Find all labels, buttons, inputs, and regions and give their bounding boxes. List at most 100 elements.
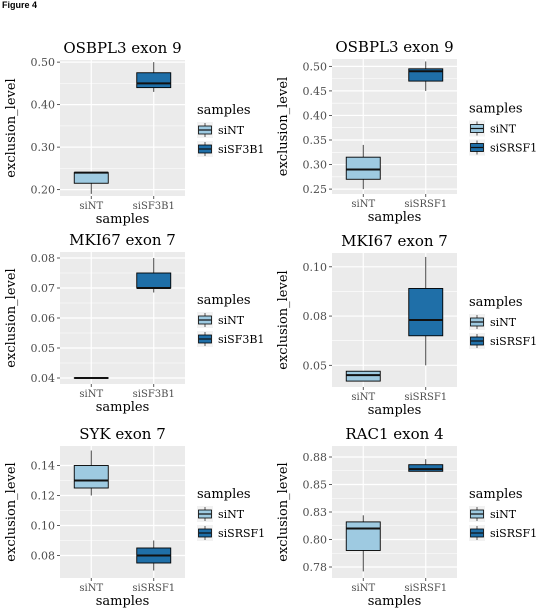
x-tick-label: siNT [351, 199, 375, 210]
y-tick-label: 0.78 [303, 561, 328, 574]
y-tick-label: 0.05 [31, 342, 56, 355]
chart-panel-3: MKI67 exon 7 0.04 0.05 0.06 0.07 0.08 siNT siSF… [4, 231, 264, 415]
legend-label: siSRSF1 [490, 142, 537, 155]
y-tick-label: 0.14 [31, 460, 56, 473]
box-iqr [73, 172, 109, 184]
y-axis-title: exclusion_level [276, 462, 291, 561]
chart-title: OSBPL3 exon 9 [335, 38, 453, 56]
legend-title: samples [469, 487, 523, 502]
x-axis-title: samples [96, 400, 150, 415]
x-tick-label: siSRSF1 [132, 583, 175, 594]
box-siSRSF1 [408, 459, 444, 472]
chart-title: MKI67 exon 7 [341, 232, 448, 250]
chart-title: RAC1 exon 4 [345, 425, 443, 443]
x-tick-label: siSRSF1 [404, 392, 447, 403]
y-tick-label: 0.50 [303, 60, 328, 73]
legend-label: siNT [490, 316, 517, 329]
chart-title: OSBPL3 exon 9 [63, 39, 181, 57]
legend-key-siNT [469, 506, 485, 522]
y-tick-label: 0.12 [31, 490, 56, 503]
y-axis-title: exclusion_level [4, 268, 19, 367]
legend-key-siNT [197, 506, 213, 522]
y-tick-label: 0.05 [303, 359, 328, 372]
legend-label: siSRSF1 [490, 527, 537, 540]
x-axis-title: samples [96, 212, 150, 227]
y-axis-title: exclusion_level [276, 77, 291, 176]
legend-key-siNT [469, 314, 485, 330]
box-iqr [345, 521, 381, 551]
y-tick-label: 0.80 [303, 534, 328, 547]
legend-key-siSRSF1 [469, 525, 485, 541]
box-siNT [73, 450, 109, 496]
box-siSRSF1 [408, 61, 444, 91]
legend-title: samples [469, 295, 523, 310]
x-axis-title: samples [368, 403, 422, 418]
legend-label: siNT [218, 314, 245, 327]
x-tick-label: siNT [79, 389, 103, 400]
legend-key-siNT [197, 122, 213, 138]
legend-title: samples [469, 102, 523, 117]
legend-label: siNT [218, 124, 245, 137]
legend-label: siSRSF1 [490, 335, 537, 348]
legend-label: siSF3B1 [218, 143, 264, 156]
y-tick-label: 0.10 [31, 520, 56, 533]
legend-label: siSRSF1 [218, 527, 265, 540]
box-siNT [345, 144, 381, 190]
legend-key-siSF3B1 [197, 331, 213, 347]
y-axis-title: exclusion_level [4, 462, 19, 561]
y-tick-label: 0.04 [31, 372, 56, 385]
chart-panel-1: OSBPL3 exon 9 0.20 0.30 0.40 0.50 siNT siSF3B1… [4, 39, 264, 227]
box-iqr [345, 156, 381, 180]
box-iqr [136, 272, 172, 289]
y-tick-label: 0.08 [31, 252, 56, 265]
legend-title: samples [197, 487, 251, 502]
chart-panel-6: RAC1 exon 4 0.78 0.80 0.83 0.85 0.88 siNT siSRS… [276, 425, 537, 609]
box-siNT [73, 171, 109, 194]
x-axis-title: samples [368, 594, 422, 609]
x-tick-label: siSRSF1 [404, 199, 447, 210]
y-tick-label: 0.06 [31, 312, 56, 325]
legend-key-siSRSF1 [197, 525, 213, 541]
x-tick-label: siNT [351, 392, 375, 403]
figure-label: Figure 4 [2, 0, 38, 10]
y-tick-label: 0.50 [31, 56, 56, 69]
chart-title: SYK exon 7 [79, 425, 166, 443]
x-tick-label: siSRSF1 [404, 583, 447, 594]
x-tick-label: siSF3B1 [133, 389, 175, 400]
y-tick-label: 0.07 [31, 282, 56, 295]
x-tick-label: siNT [351, 583, 375, 594]
y-tick-label: 0.30 [303, 159, 328, 172]
box-siSRSF1 [408, 256, 444, 366]
legend-title: samples [197, 293, 251, 308]
y-tick-label: 0.08 [31, 550, 56, 563]
box-iqr [408, 288, 444, 337]
legend-label: siNT [218, 508, 245, 521]
box-siSRSF1 [136, 540, 172, 571]
y-tick-label: 0.83 [303, 506, 328, 519]
legend-label: siSF3B1 [218, 333, 264, 346]
y-tick-label: 0.35 [303, 134, 328, 147]
y-tick-label: 0.45 [303, 85, 328, 98]
box-siNT [345, 370, 381, 382]
legend-key-siSRSF1 [469, 139, 485, 156]
x-axis-title: samples [96, 594, 150, 609]
box-siSF3B1 [136, 62, 172, 92]
legend-key-siNT [469, 120, 485, 137]
y-tick-label: 0.85 [303, 479, 328, 492]
box-siNT [345, 515, 381, 572]
box-iqr [73, 465, 109, 489]
y-tick-label: 0.10 [303, 261, 328, 274]
box-iqr [136, 72, 172, 89]
legend-key-siSF3B1 [197, 141, 213, 157]
y-tick-label: 0.40 [303, 109, 328, 122]
y-axis-title: exclusion_level [276, 270, 291, 369]
chart-title: MKI67 exon 7 [69, 231, 176, 249]
x-axis-title: samples [368, 210, 422, 225]
legend-label: siNT [490, 508, 517, 521]
y-tick-label: 0.30 [31, 141, 56, 154]
legend-key-siSRSF1 [469, 333, 485, 349]
chart-panel-2: OSBPL3 exon 9 0.25 0.30 0.35 0.40 0.45 0.50 siN… [276, 38, 537, 225]
